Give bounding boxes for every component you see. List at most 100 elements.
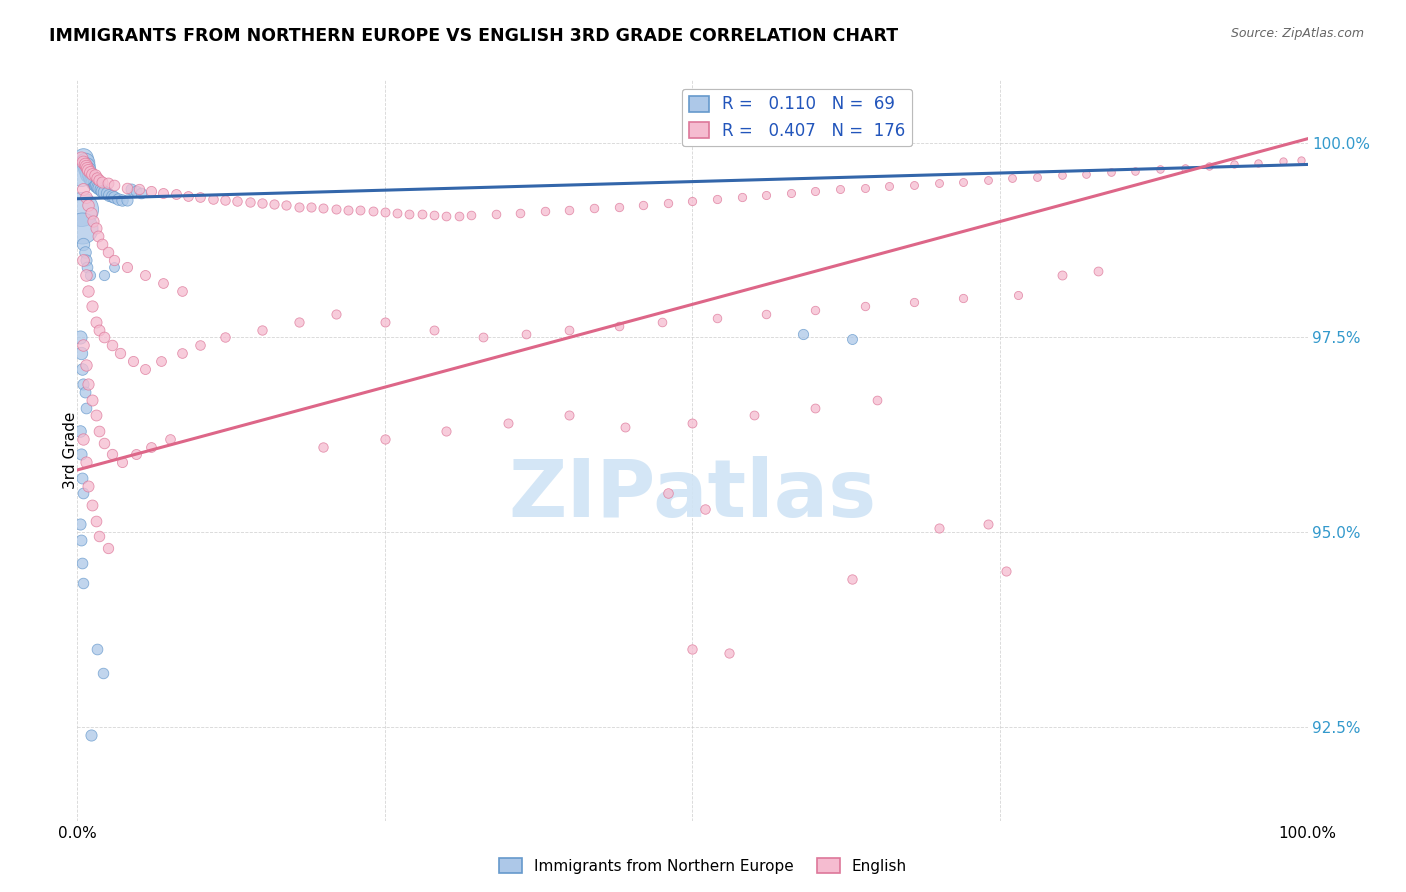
Point (82, 299, 104, 313)
Point (115, 181, 138, 195)
Point (515, 326, 537, 341)
Point (82, 498, 104, 512)
Point (72, 182, 94, 196)
Point (613, 420, 636, 434)
Point (72, 252, 94, 267)
Point (755, 307, 778, 321)
Point (226, 194, 249, 208)
Point (150, 354, 173, 368)
Point (250, 196, 273, 211)
Point (121, 354, 143, 368)
Point (977, 517, 1000, 532)
Point (75, 268, 97, 282)
Point (69, 330, 91, 344)
Point (374, 205, 396, 219)
Text: IMMIGRANTS FROM NORTHERN EUROPE VS ENGLISH 3RD GRADE CORRELATION CHART: IMMIGRANTS FROM NORTHERN EUROPE VS ENGLI… (49, 27, 898, 45)
Point (103, 260, 125, 275)
Point (93, 330, 115, 344)
Point (385, 206, 409, 220)
Point (1050, 268, 1073, 282)
Point (583, 201, 606, 215)
Point (76, 260, 98, 275)
Point (75, 159, 97, 173)
Point (928, 521, 950, 535)
Point (101, 338, 124, 352)
Point (125, 184, 148, 198)
Point (80, 728, 103, 742)
Point (72, 576, 94, 591)
Point (299, 200, 322, 214)
Point (87, 180, 110, 194)
Point (411, 207, 433, 221)
Point (1007, 287, 1029, 301)
Point (86, 170, 108, 185)
Point (84, 221, 107, 235)
Point (374, 315, 396, 329)
Point (682, 194, 704, 208)
Point (682, 416, 704, 430)
Point (84, 409, 107, 423)
Point (115, 194, 138, 208)
Point (152, 276, 174, 290)
Point (70, 202, 93, 216)
Point (111, 455, 132, 469)
Point (188, 338, 212, 352)
Point (89, 181, 111, 195)
Point (1291, 153, 1313, 167)
Point (1272, 154, 1295, 169)
Point (75, 252, 97, 267)
Point (755, 187, 778, 202)
Point (977, 173, 1000, 187)
Point (374, 432, 396, 446)
Point (1149, 162, 1171, 177)
Point (398, 206, 420, 220)
Point (77, 167, 100, 181)
Point (472, 330, 495, 344)
Point (107, 192, 129, 206)
Point (651, 315, 673, 329)
Point (276, 198, 298, 212)
Point (73, 384, 96, 399)
Point (325, 202, 347, 216)
Point (804, 184, 827, 198)
Point (101, 447, 124, 461)
Point (337, 202, 360, 217)
Point (90, 182, 112, 196)
Point (742, 409, 765, 423)
Point (70, 361, 93, 376)
Point (853, 299, 876, 313)
Point (731, 190, 754, 204)
Point (79, 169, 101, 183)
Point (804, 303, 827, 318)
Point (75, 455, 97, 469)
Point (1099, 165, 1122, 179)
Point (89, 173, 111, 187)
Point (83, 169, 105, 183)
Point (952, 175, 974, 189)
Point (903, 295, 925, 310)
Point (250, 323, 273, 337)
Point (86, 178, 108, 193)
Point (841, 572, 863, 586)
Point (82, 167, 104, 181)
Point (170, 284, 193, 298)
Point (263, 197, 285, 211)
Point (75, 190, 97, 204)
Text: ZIPatlas: ZIPatlas (509, 456, 876, 534)
Point (866, 392, 889, 407)
Point (952, 292, 974, 306)
Point (90, 184, 114, 198)
Point (72, 377, 94, 392)
Point (1076, 167, 1098, 181)
Point (75, 358, 97, 372)
Point (706, 310, 728, 325)
Point (129, 186, 153, 201)
Point (657, 486, 679, 500)
Point (534, 204, 557, 219)
Point (70, 151, 93, 165)
Point (558, 323, 581, 337)
Legend: R =   0.110   N =  69, R =   0.407   N =  176: R = 0.110 N = 69, R = 0.407 N = 176 (682, 88, 912, 146)
Point (1174, 161, 1197, 175)
Point (72, 486, 94, 500)
Point (496, 416, 519, 430)
